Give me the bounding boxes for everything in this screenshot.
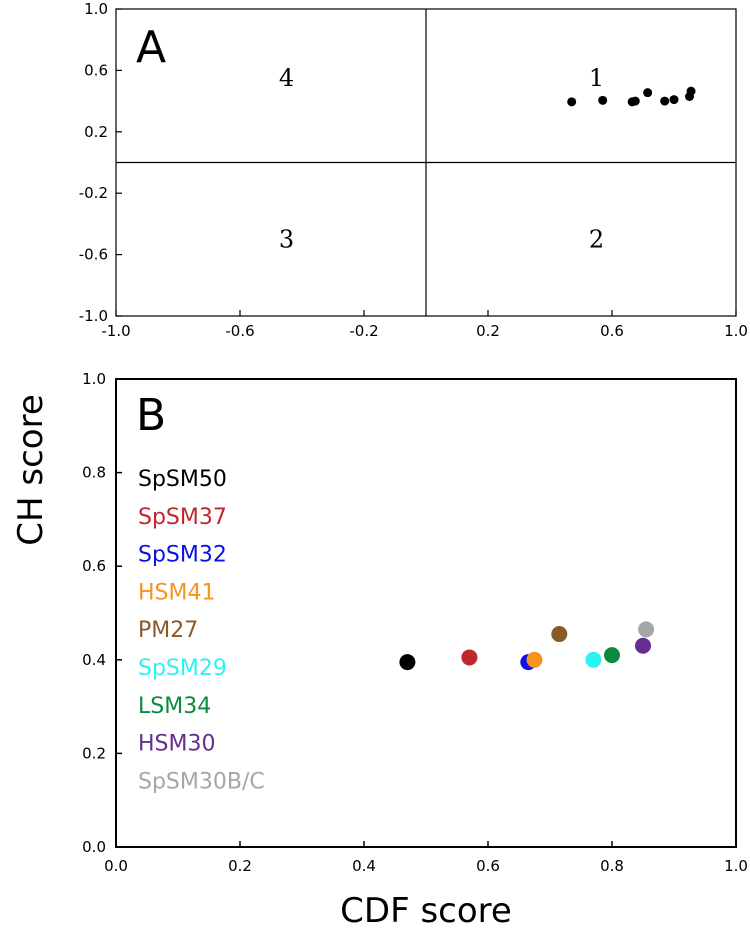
panel-b-legend: SpSM50 SpSM37 SpSM32 HSM41 PM27 SpSM29 LSM34 HS… [138, 467, 265, 794]
panel-b-point-hsm41 [526, 651, 543, 668]
panel-a-y-tick-label: -0.2 [79, 184, 108, 202]
panel-a-quadrant-labels: 1 2 3 4 [279, 64, 604, 253]
panel-a-point [643, 88, 653, 98]
panel-b-point-pm27 [551, 626, 568, 643]
panel-a-x-ticks: -1.0 -0.6 -0.2 0.2 0.6 1.0 [101, 310, 748, 340]
panel-b-x-tick-label: 0.2 [228, 857, 252, 875]
panel-b-x-tick-label: 0.8 [600, 857, 624, 875]
panel-a-point [660, 96, 670, 106]
panel-a-quadrant-3-label: 3 [279, 225, 294, 253]
panel-a-letter: A [136, 22, 166, 73]
panel-a-quadrant-4-label: 4 [279, 64, 294, 92]
legend-entry-lsm34: LSM34 [138, 694, 211, 719]
panel-a-x-tick-label: 1.0 [724, 322, 748, 340]
panel-b-y-ticks: 1.0 0.8 0.6 0.4 0.2 0.0 [82, 370, 122, 856]
panel-b-x-tick-label: 0.4 [352, 857, 376, 875]
panel-a-x-tick-label: -1.0 [101, 322, 130, 340]
panel-a-x-tick-label: -0.6 [225, 322, 254, 340]
panel-b-point-spsm37 [461, 649, 478, 666]
panel-a-point [598, 95, 608, 105]
legend-entry-spsm32: SpSM32 [138, 543, 227, 568]
legend-entry-spsm30b-c: SpSM30B/C [138, 769, 265, 794]
panel-a-y-ticks: 1.0 0.6 0.2 -0.2 -0.6 -1.0 [79, 0, 122, 325]
legend-entry-pm27: PM27 [138, 618, 198, 643]
panel-a-point [630, 96, 640, 106]
panel-b-frame [115, 378, 737, 848]
panel-b-point-spsm50 [399, 654, 416, 671]
panel-b-y-tick-label: 1.0 [82, 370, 106, 388]
panel-a-point [567, 97, 577, 107]
panel-b-y-tick-label: 0.8 [82, 464, 106, 482]
panel-b-x-tick-label: 0.0 [104, 857, 128, 875]
panel-a-point [686, 86, 696, 96]
legend-entry-spsm29: SpSM29 [138, 656, 227, 681]
panel-b-y-tick-label: 0.0 [82, 838, 106, 856]
panel-a-point [669, 95, 679, 105]
panel-a-x-tick-label: 0.6 [600, 322, 624, 340]
panel-a-y-tick-label: 1.0 [84, 0, 108, 18]
panel-b-y-tick-label: 0.2 [82, 744, 106, 762]
panel-b-x-tick-label: 1.0 [724, 857, 748, 875]
panel-b-points [399, 621, 655, 671]
panel-b-y-tick-label: 0.4 [82, 651, 106, 669]
panel-b-letter: B [136, 390, 166, 441]
panel-b-point-spsm30b-c [638, 621, 655, 638]
panel-b-x-ticks: 0.0 0.2 0.4 0.6 0.8 1.0 [104, 841, 748, 875]
panel-b-x-tick-label: 0.6 [476, 857, 500, 875]
legend-entry-spsm37: SpSM37 [138, 505, 227, 530]
panel-b-point-lsm34 [604, 647, 620, 664]
panel-a-quadrant-2-label: 2 [589, 225, 604, 253]
legend-entry-hsm41: HSM41 [138, 580, 215, 605]
panel-b-point-hsm30 [635, 637, 651, 654]
panel-b-point-spsm29 [585, 651, 602, 668]
panel-b-y-tick-label: 0.6 [82, 557, 106, 575]
panel-a-x-tick-label: 0.2 [476, 322, 500, 340]
panel-a-quadrant-1-label: 1 [589, 64, 604, 92]
panel-a-y-tick-label: 0.6 [84, 61, 108, 79]
panel-a-y-tick-label: 0.2 [84, 123, 108, 141]
y-axis-title: CH score [11, 394, 51, 545]
panel-a-points [567, 86, 696, 107]
legend-entry-spsm50: SpSM50 [138, 467, 227, 492]
panel-a-y-tick-label: -0.6 [79, 246, 108, 264]
panel-a-y-tick-label: -1.0 [79, 307, 108, 325]
panel-a-x-tick-label: -0.2 [349, 322, 378, 340]
legend-entry-hsm30: HSM30 [138, 732, 215, 757]
x-axis-title: CDF score [340, 891, 512, 931]
